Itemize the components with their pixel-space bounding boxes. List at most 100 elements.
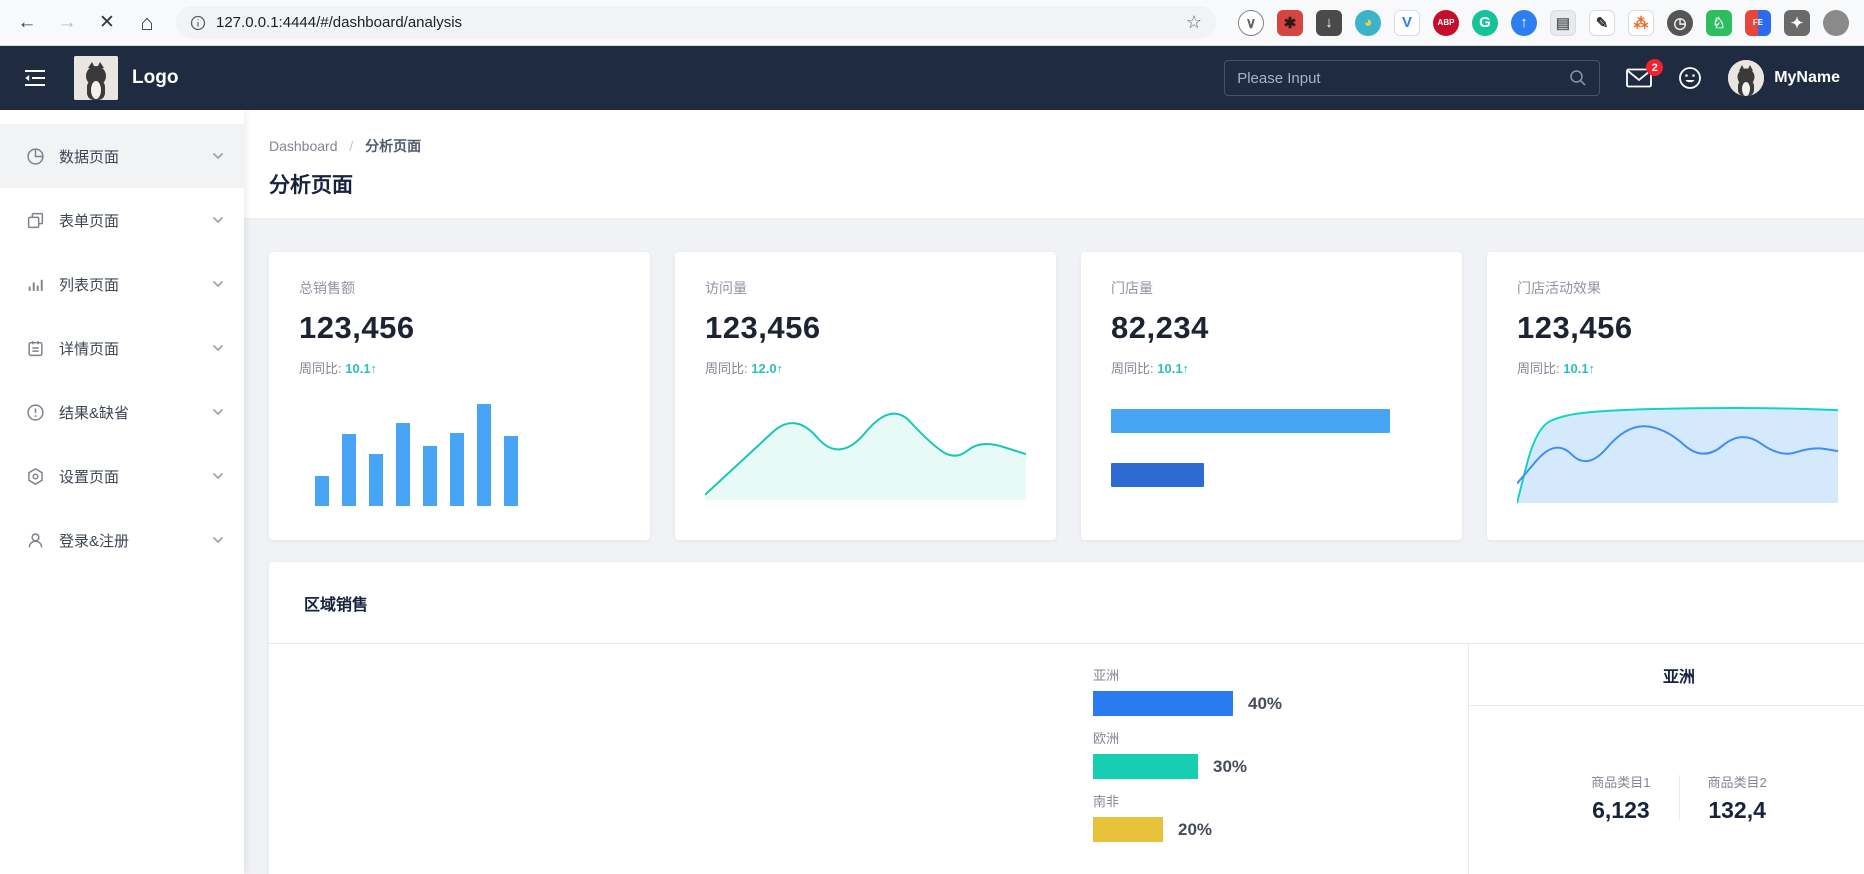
stat-value: 132,4 <box>1708 797 1766 823</box>
region-bar <box>1093 691 1233 716</box>
user-avatar[interactable] <box>1728 60 1765 96</box>
stat-cards-row: 总销售额 123,456 周同比: 10.1↑ 访问量 123,456 周同比:… <box>244 218 1864 540</box>
card-value: 123,456 <box>299 310 415 345</box>
region-name: 亚洲 <box>1093 668 1120 683</box>
breadcrumb: Dashboard / 分析页面 <box>269 136 1864 156</box>
sidebar-item-2[interactable]: 表单页面 <box>0 188 244 252</box>
app-header: Logo 2 <box>0 46 1864 110</box>
chevron-down-icon <box>212 344 224 352</box>
search-input[interactable] <box>1237 69 1570 87</box>
horizontal-bar <box>1111 463 1205 487</box>
region-percent: 30% <box>1213 756 1248 776</box>
username[interactable]: MyName <box>1774 69 1840 86</box>
card-stores: 门店量 82,234 周同比: 10.1↑ <box>1081 252 1462 540</box>
region-row-1: 亚洲 40% <box>1093 665 1423 716</box>
region-detail-panel: 亚洲 商品类目1 6,123 商品类目2 132,4 <box>1468 643 1864 874</box>
region-row-3: 南非 20% <box>1093 791 1423 842</box>
sidebar-item-1[interactable]: 数据页面 <box>0 124 244 188</box>
sitemap-icon[interactable]: ⁂ <box>1628 9 1654 36</box>
sidebar-item-label: 详情页面 <box>59 340 120 358</box>
sidebar-toggle-icon[interactable] <box>24 69 46 87</box>
image-download-icon[interactable]: ▤ <box>1550 9 1576 36</box>
photo-bowl-icon[interactable]: ◕ <box>1355 9 1381 36</box>
sidebar-item-label: 列表页面 <box>59 276 120 294</box>
trend-value: 10.1↑ <box>345 361 378 376</box>
trend-value: 10.1↑ <box>1157 361 1190 376</box>
card-label: 门店量 <box>1111 280 1153 296</box>
emoji-button[interactable] <box>1678 66 1702 90</box>
messages-button[interactable]: 2 <box>1626 59 1664 88</box>
extensions-row: ∨ ✱ ↓ ◕ V ABP G ↑ ▤ ✎ ⁂ ◷ ♘ FE ✦ <box>1238 9 1849 36</box>
vysor-icon[interactable]: V <box>1394 9 1420 36</box>
region-percent: 40% <box>1248 693 1283 713</box>
bar <box>423 446 437 506</box>
sketch-pencil-icon[interactable]: ✎ <box>1589 9 1615 36</box>
result-icon <box>26 403 45 422</box>
page-title: 分析页面 <box>269 174 353 197</box>
list-icon <box>26 275 45 294</box>
chevron-down-icon <box>212 216 224 224</box>
sidebar-item-4[interactable]: 详情页面 <box>0 316 244 380</box>
bar <box>396 423 410 506</box>
sidebar-item-label: 设置页面 <box>59 468 120 486</box>
card-total-sales: 总销售额 123,456 周同比: 10.1↑ <box>269 252 650 540</box>
url-bar[interactable]: 127.0.0.1:4444/#/dashboard/analysis ☆ <box>176 6 1216 39</box>
sidebar-item-5[interactable]: 结果&缺省 <box>0 380 244 444</box>
card-value: 123,456 <box>1517 310 1633 345</box>
form-icon <box>26 211 45 230</box>
site-info-icon[interactable] <box>190 15 206 31</box>
mini-bar-chart <box>315 404 518 506</box>
smiley-icon <box>1679 67 1702 89</box>
detail-icon <box>26 339 45 358</box>
breadcrumb-separator: / <box>349 138 354 154</box>
panel-title: 区域销售 <box>304 596 369 614</box>
sidebar-item-label: 登录&注册 <box>59 532 130 550</box>
stat-value: 6,123 <box>1592 797 1650 823</box>
chevron-down-icon <box>212 280 224 288</box>
logo-image <box>74 56 118 100</box>
settings-icon <box>26 467 45 486</box>
stat-category-1: 商品类目1 6,123 <box>1563 772 1678 824</box>
home-icon[interactable]: ⌂ <box>140 9 154 35</box>
url-text[interactable]: 127.0.0.1:4444/#/dashboard/analysis <box>216 14 463 31</box>
browser-toolbar: ← → ✕ ⌂ 127.0.0.1:4444/#/dashboard/analy… <box>0 0 1864 46</box>
adnauseam-icon[interactable]: ✱ <box>1277 9 1303 36</box>
stat-divider <box>1678 775 1680 821</box>
trend-value: 10.1↑ <box>1563 361 1596 376</box>
card-trend: 周同比: 12.0↑ <box>705 361 784 376</box>
horizontal-bar <box>1111 409 1391 433</box>
mini-combo-chart <box>1517 391 1838 506</box>
fe-icon[interactable]: FE <box>1745 9 1771 36</box>
sidebar: 数据页面 表单页面 列表页面 详情页面 结果&缺省 设置页面 登录&注册 <box>0 110 244 874</box>
app-title: Logo <box>132 67 179 88</box>
sidebar-item-3[interactable]: 列表页面 <box>0 252 244 316</box>
panel-divider <box>269 643 1864 644</box>
evernote-icon[interactable]: ♘ <box>1706 9 1732 36</box>
back-icon[interactable]: ← <box>17 11 37 33</box>
region-detail-title: 亚洲 <box>1469 644 1864 706</box>
profile-avatar-icon[interactable] <box>1823 9 1849 36</box>
video-download-icon[interactable]: ↓ <box>1316 9 1342 36</box>
header-search[interactable] <box>1224 60 1601 96</box>
breadcrumb-root[interactable]: Dashboard <box>269 138 338 154</box>
message-count-badge: 2 <box>1646 59 1664 76</box>
breadcrumb-current: 分析页面 <box>365 138 422 154</box>
card-visits: 访问量 123,456 周同比: 12.0↑ <box>675 252 1056 540</box>
stop-icon[interactable]: ✕ <box>99 12 115 33</box>
pocket-icon[interactable]: ∨ <box>1238 9 1264 36</box>
up-arrow-icon[interactable]: ↑ <box>1511 9 1537 36</box>
adblock-plus-icon[interactable]: ABP <box>1433 9 1459 36</box>
clock-icon[interactable]: ◷ <box>1667 9 1693 36</box>
sidebar-item-7[interactable]: 登录&注册 <box>0 508 244 572</box>
stat-label: 商品类目2 <box>1707 775 1767 790</box>
region-name: 南非 <box>1093 794 1120 809</box>
forward-icon[interactable]: → <box>57 11 77 33</box>
puzzle-icon[interactable]: ✦ <box>1784 9 1810 36</box>
stat-label: 商品类目1 <box>1591 775 1651 790</box>
bookmark-star-icon[interactable]: ☆ <box>1185 12 1202 32</box>
sidebar-item-6[interactable]: 设置页面 <box>0 444 244 508</box>
grammarly-icon[interactable]: G <box>1472 9 1498 36</box>
region-sales-panel: 区域销售 亚洲 40% 欧洲 30% 南非 20% 亚洲 商品类目1 6,123 <box>269 562 1864 874</box>
search-icon[interactable] <box>1569 69 1587 87</box>
mini-hbar-chart <box>1111 391 1432 487</box>
